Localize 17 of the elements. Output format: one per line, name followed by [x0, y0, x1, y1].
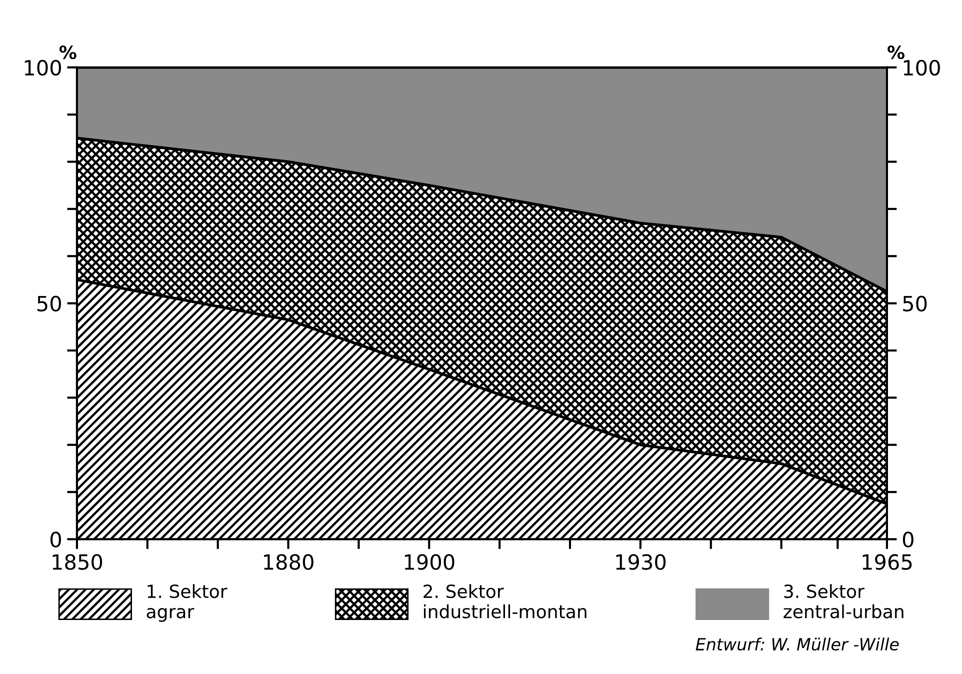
y-tick-label: 0 — [50, 532, 61, 548]
x-tick-label: 1965 — [862, 554, 912, 570]
y-tick-label: 50 — [37, 296, 61, 312]
legend-label: 3. Sektor zentral-urban — [784, 584, 904, 618]
legend-label: 1. Sektor agrar — [146, 584, 228, 622]
y2-tick-label: 0 — [902, 532, 914, 548]
y2-axis-title: % — [888, 46, 904, 60]
x-tick-label: 1880 — [264, 554, 314, 570]
x-tick-label: 1900 — [404, 554, 454, 570]
y-tick-label: 100 — [24, 60, 61, 76]
y2-tick-label: 100 — [904, 60, 940, 76]
x-tick-label: 1930 — [616, 554, 666, 570]
y2-tick-label: 50 — [903, 296, 927, 312]
legend-label: 2. Sektor industriell-montan — [424, 584, 586, 618]
text: Entwurf: W. Müller -Wille — [696, 638, 899, 651]
x-tick-label: 1850 — [52, 554, 102, 570]
y-axis-title: % — [59, 46, 76, 60]
